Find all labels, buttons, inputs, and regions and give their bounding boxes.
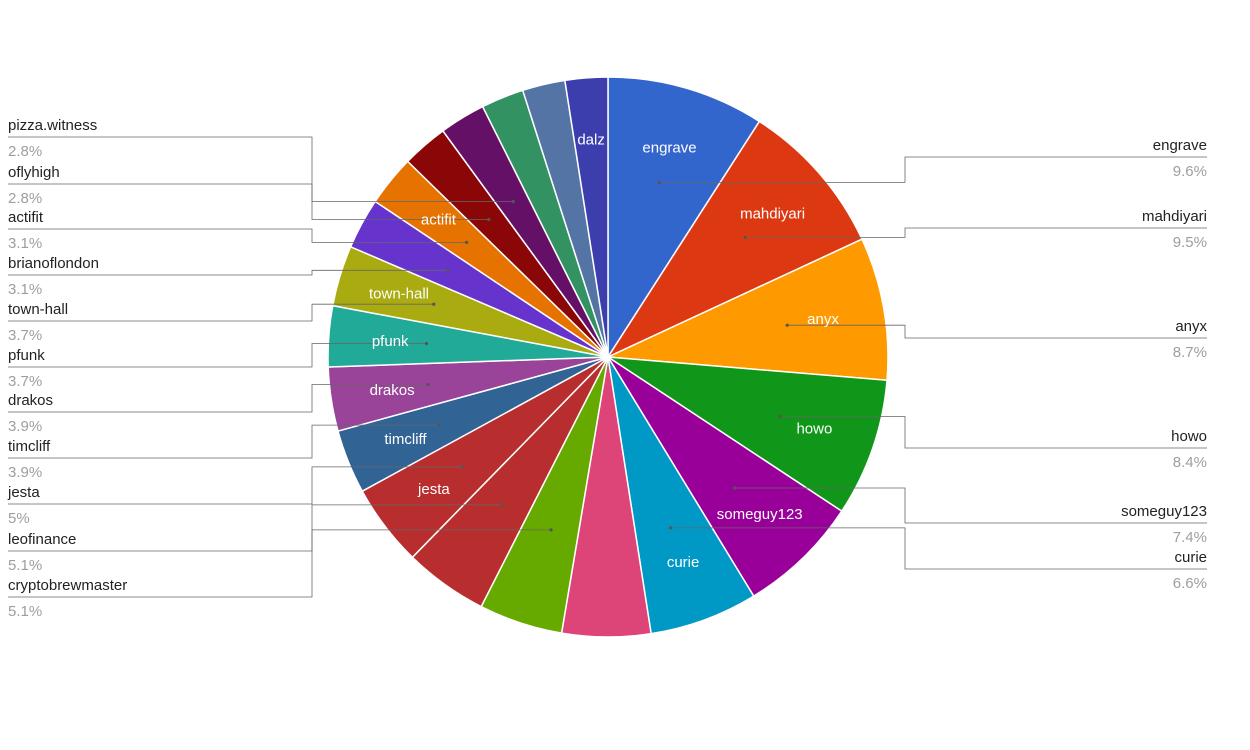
external-percent-leofinance: 5.1% [8,557,42,574]
leader-dot-howo [778,414,782,419]
leader-dot-town-hall [432,302,436,306]
external-label-cryptobrewmaster: cryptobrewmaster [8,577,127,594]
leader-line-pizza-witness [8,136,514,203]
external-label-drakos: drakos [8,392,53,409]
leader-dot-someguy123 [732,486,737,490]
leader-dot-timcliff [437,423,441,427]
leader-dot-jesta [461,465,465,469]
external-label-oflyhigh: oflyhigh [8,164,60,181]
pie-slice-someguy123 [607,356,843,598]
external-label-someguy123: someguy123 [1121,503,1207,520]
leader-dot-mahdiyari [743,235,747,239]
leader-line-howo [780,416,1207,449]
leader-line-drakos [8,384,429,413]
pie-slice-engrave [607,76,761,360]
leader-dot-leofinance [500,503,504,507]
leader-line-actifit [8,228,467,243]
leader-line-jesta [8,466,463,505]
external-percent-pfunk: 3.7% [8,373,42,390]
external-percent-mahdiyari: 9.5% [1173,234,1207,251]
external-percent-howo: 8.4% [1173,454,1207,471]
external-percent-pizza-witness: 2.8% [8,143,42,160]
external-label-engrave: engrave [1153,137,1207,154]
leader-line-brianoflondon [8,269,448,276]
external-percent-drakos: 3.9% [8,418,42,435]
slice-label-dalz: dalz [577,131,605,148]
external-label-pfunk: pfunk [8,347,45,364]
slice-label-engrave: engrave [642,139,696,156]
external-label-mahdiyari: mahdiyari [1142,208,1207,225]
leader-line-timcliff [8,424,440,459]
leader-dot-brianoflondon [446,268,450,272]
leader-line-pfunk [8,343,427,368]
leader-lines [8,136,1207,598]
leader-dot-drakos [426,382,430,387]
inside-labels: engrave mahdiyari anyx howo someguy123 curie j… [369,131,839,571]
leader-line-cryptobrewmaster [8,529,551,598]
leader-dot-curie [669,526,673,530]
external-percent-cryptobrewmaster: 5.1% [8,603,42,620]
slice-label-howo: howo [796,420,832,437]
leader-dot-oflyhigh [487,217,491,222]
external-label-anyx: anyx [1175,318,1207,335]
external-label-town-hall: town-hall [8,301,68,318]
pie-slice-anyx [605,238,889,382]
leader-line-someguy123 [734,487,1207,524]
leader-dot-anyx [785,323,789,327]
external-percent-timcliff: 3.9% [8,464,42,481]
leader-line-curie [670,527,1207,570]
leader-dot-pizza-witness [511,200,515,204]
leader-line-mahdiyari [745,227,1207,238]
pie-slice-howo [607,356,888,513]
external-label-jesta: jesta [7,484,40,501]
external-label-leofinance: leofinance [8,531,76,548]
pie-slice-mahdiyari [605,120,863,359]
external-percent-anyx: 8.7% [1173,344,1207,361]
slice-label-anyx: anyx [807,311,839,328]
external-percent-town-hall: 3.7% [8,327,42,344]
external-percent-someguy123: 7.4% [1173,529,1207,546]
external-percent-jesta: 5% [8,510,30,527]
slice-label-someguy123: someguy123 [717,506,803,523]
external-label-curie: curie [1174,549,1207,566]
leader-dot-engrave [657,180,661,184]
slice-label-drakos: drakos [370,382,415,399]
slice-label-mahdiyari: mahdiyari [740,206,805,223]
slice-label-town-hall: town-hall [369,286,429,303]
leader-line-town-hall [8,303,434,322]
pie-slices [327,76,889,638]
leader-dot-cryptobrewmaster [549,528,553,532]
external-label-pizza-witness: pizza.witness [8,117,97,134]
external-percent-curie: 6.6% [1173,575,1207,592]
external-percent-brianoflondon: 3.1% [8,281,42,298]
external-label-timcliff: timcliff [8,438,51,455]
leader-dot-actifit [465,240,469,244]
external-label-brianoflondon: brianoflondon [8,255,99,272]
external-percent-oflyhigh: 2.8% [8,190,42,207]
external-percent-actifit: 3.1% [8,235,42,252]
external-percent-engrave: 9.6% [1173,163,1207,180]
external-labels: engrave 9.6% mahdiyari 9.5% anyx 8.7% howo 8.4%… [7,117,1207,620]
slice-label-pfunk: pfunk [372,333,409,350]
leader-dot-pfunk [424,341,429,346]
external-label-actifit: actifit [8,209,44,226]
pie-slice-dalz [564,76,609,358]
leader-line-anyx [787,324,1207,339]
slice-label-timcliff: timcliff [384,431,427,448]
slice-label-jesta: jesta [417,481,450,498]
slice-label-curie: curie [667,554,700,571]
leader-line-engrave [659,156,1207,183]
slice-label-actifit: actifit [421,212,457,229]
leader-line-leofinance [8,504,502,552]
external-label-howo: howo [1171,428,1207,445]
